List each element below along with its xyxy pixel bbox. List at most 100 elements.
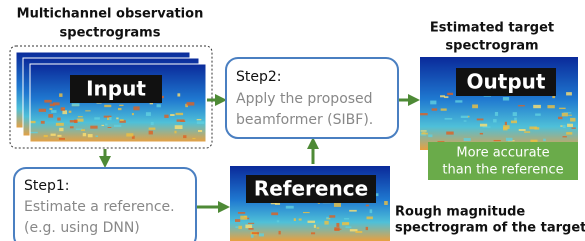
streak (461, 116, 468, 118)
streak (48, 114, 53, 118)
streak (238, 212, 245, 214)
streak (176, 113, 184, 115)
streak (279, 231, 281, 235)
streak (566, 92, 572, 95)
streak (59, 93, 62, 96)
reference-label: Reference (254, 177, 368, 201)
streak (342, 222, 349, 225)
streak (329, 215, 335, 217)
streak (39, 109, 46, 112)
diagram: Multichannel observation spectrograms In… (0, 0, 585, 241)
streak (235, 219, 240, 222)
streak (547, 105, 554, 108)
streak (480, 133, 483, 135)
streak (252, 232, 259, 234)
streak (56, 123, 64, 126)
streak (61, 107, 65, 110)
streak (543, 139, 546, 141)
streak (59, 128, 63, 131)
streak (455, 100, 462, 102)
streak (314, 225, 316, 228)
streak (151, 122, 154, 125)
streak (120, 119, 124, 121)
streak (174, 131, 176, 134)
streak (149, 131, 153, 135)
output-label: Output (467, 70, 546, 94)
streak (560, 125, 562, 126)
streak (367, 217, 373, 220)
streak (116, 118, 118, 120)
streak (334, 229, 341, 230)
streak (464, 120, 467, 121)
streak (170, 114, 174, 116)
streak (57, 135, 61, 137)
streak (445, 118, 453, 120)
streak (494, 140, 501, 141)
output-note: More accurate (456, 146, 549, 161)
streak (85, 110, 90, 111)
streak (146, 112, 151, 116)
streak (446, 132, 453, 135)
streak (334, 203, 341, 207)
streak (535, 113, 541, 115)
streak (505, 122, 507, 126)
streak (183, 135, 186, 138)
streak (245, 225, 252, 229)
streak (277, 220, 279, 222)
streak (107, 118, 109, 120)
output-caption: spectrogram (445, 39, 538, 54)
streak (62, 110, 67, 114)
streak (529, 126, 537, 129)
streak (149, 128, 156, 130)
streak (506, 138, 513, 141)
streak (480, 124, 487, 127)
streak (133, 106, 139, 110)
streak (271, 212, 278, 215)
streak (430, 101, 436, 105)
streak (157, 104, 161, 107)
step1-text: Estimate a reference. (24, 199, 175, 215)
input-caption: spectrograms (60, 26, 161, 41)
streak (177, 93, 180, 96)
streak (69, 111, 72, 113)
streak (126, 133, 133, 136)
streak (96, 136, 99, 137)
streak (119, 105, 123, 106)
streak (83, 133, 86, 136)
streak (570, 118, 575, 122)
streak (524, 131, 530, 133)
streak (324, 221, 328, 225)
streak (447, 93, 453, 95)
streak (440, 95, 445, 97)
streak (197, 121, 204, 124)
streak (198, 130, 202, 132)
streak (118, 108, 122, 110)
streak (70, 126, 74, 128)
streak (472, 104, 478, 108)
streak (259, 233, 264, 236)
reference-caption: spectrogram of the target (395, 221, 585, 236)
streak (175, 125, 183, 129)
streak (384, 201, 388, 205)
streak (59, 138, 65, 140)
streak (571, 128, 575, 129)
streak (308, 221, 316, 223)
streak (31, 132, 38, 134)
step2-title: Step2: (236, 69, 282, 85)
streak (311, 232, 315, 234)
streak (355, 231, 362, 233)
streak (102, 125, 105, 126)
streak (420, 113, 428, 115)
streak (90, 126, 97, 129)
streak (44, 100, 51, 103)
streak (533, 105, 541, 108)
streak (78, 116, 83, 117)
input-label: Input (86, 77, 146, 101)
streak (567, 124, 573, 127)
streak (559, 108, 566, 109)
step2-text: Apply the proposed (236, 91, 373, 107)
streak (366, 205, 369, 207)
streak (511, 121, 517, 124)
streak (72, 103, 80, 106)
streak (187, 102, 195, 105)
